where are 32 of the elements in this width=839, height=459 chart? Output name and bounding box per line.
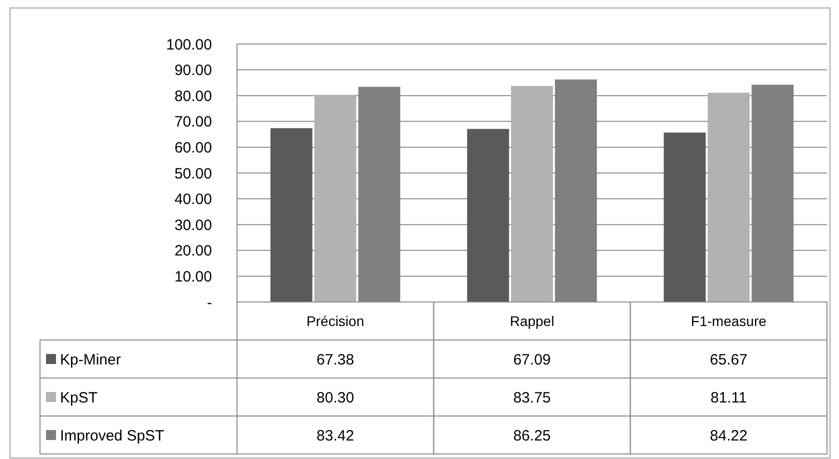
bar [708, 92, 750, 302]
data-label: 83.75 [513, 389, 551, 406]
y-tick-label: 40.00 [174, 191, 212, 208]
data-label: 67.38 [316, 351, 354, 368]
data-label: 81.11 [710, 389, 747, 406]
data-label: 86.25 [513, 427, 551, 444]
y-tick-label: 90.00 [174, 62, 212, 80]
y-tick-label: - [207, 294, 212, 312]
data-label: 67.09 [513, 351, 551, 368]
legend-label: Kp-Miner [60, 351, 121, 368]
y-tick-label: 60.00 [174, 139, 212, 156]
legend-label: KpST [60, 389, 98, 406]
y-tick-label: 80.00 [174, 88, 212, 105]
y-tick-label: 10.00 [174, 268, 212, 286]
data-label: 84.22 [710, 427, 748, 444]
y-tick-label: 30.00 [174, 216, 212, 234]
y-tick-label: 20.00 [174, 242, 212, 260]
data-label: 80.30 [316, 389, 354, 406]
bar [511, 86, 553, 302]
y-tick-label: 70.00 [174, 114, 212, 131]
legend-label: Improved SpST [60, 427, 164, 444]
x-tick-label: Précision [306, 312, 364, 329]
data-label: 83.42 [316, 427, 354, 444]
bar [314, 94, 356, 302]
bar [467, 128, 510, 302]
y-tick-label: 100.00 [166, 36, 212, 54]
x-tick-label: Rappel [510, 312, 554, 329]
x-tick-label: F1-measure [690, 312, 767, 329]
bar [664, 132, 706, 302]
bar [270, 128, 312, 302]
data-label: 65.67 [710, 351, 748, 368]
y-tick-label: 50.00 [174, 165, 212, 182]
